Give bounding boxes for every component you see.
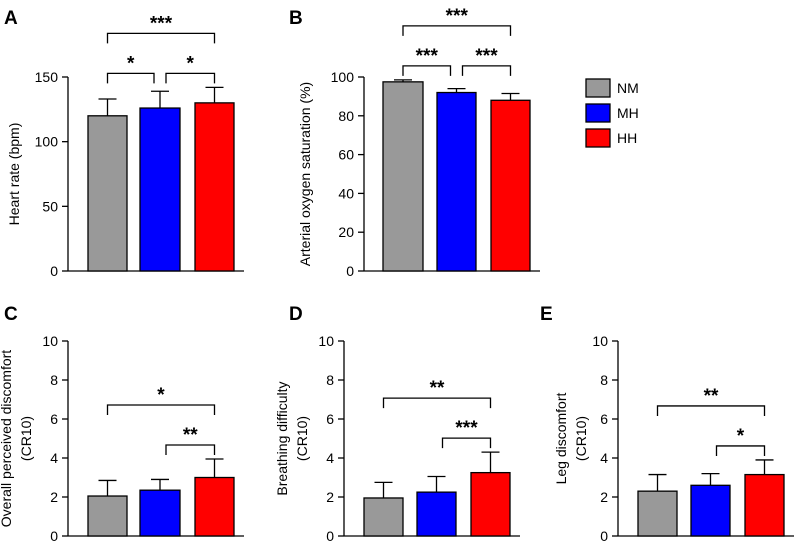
bar-hh: [194, 476, 235, 537]
y-axis-label: (CR10): [294, 416, 310, 461]
panel-letter: D: [289, 304, 303, 325]
significance-bracket: [715, 445, 766, 456]
significance-bracket: [402, 65, 452, 76]
legend-label-nm: NM: [617, 80, 639, 96]
significance-bracket: [106, 404, 216, 415]
bar-mh: [139, 489, 181, 537]
y-tick-label: 6: [600, 411, 608, 427]
y-axis-label: Leg discomfort: [553, 392, 569, 484]
bar-nm: [363, 497, 404, 537]
significance-bracket: [382, 397, 492, 409]
bar-hh: [194, 102, 235, 272]
y-tick-label: 10: [318, 333, 334, 349]
y-tick-label: 0: [50, 263, 58, 279]
significance-label: *: [157, 385, 165, 406]
bar-hh: [744, 473, 785, 537]
significance-label: ***: [416, 46, 439, 67]
significance-label: ***: [150, 13, 173, 34]
y-tick-label: 10: [592, 333, 608, 349]
y-axis-label: Breathing difficulty: [274, 381, 290, 495]
y-tick-label: 2: [50, 489, 58, 505]
bar-mh: [690, 484, 731, 537]
bar-nm: [637, 490, 678, 537]
y-tick-label: 4: [600, 450, 608, 466]
y-tick-label: 0: [346, 263, 354, 279]
y-tick-label: 4: [50, 450, 58, 466]
significance-label: **: [430, 378, 445, 399]
bar-nm: [382, 81, 424, 272]
y-axis-label: (CR10): [573, 416, 589, 461]
panel-letter: B: [289, 8, 303, 29]
bar-mh: [139, 107, 181, 272]
panel-letter: A: [4, 8, 18, 29]
legend-swatch-hh: [585, 128, 611, 148]
significance-label: **: [704, 386, 719, 407]
y-tick-label: 8: [50, 372, 58, 388]
bar-nm: [87, 115, 128, 272]
significance-label: *: [737, 426, 745, 447]
y-tick-label: 40: [338, 185, 354, 201]
bar-hh: [490, 99, 531, 272]
significance-label: ***: [446, 6, 469, 27]
y-tick-label: 0: [50, 528, 58, 542]
y-tick-label: 10: [42, 333, 58, 349]
y-axis-label: Heart rate (bpm): [6, 123, 22, 226]
bar-mh: [436, 91, 477, 272]
y-tick-label: 80: [338, 108, 354, 124]
y-tick-label: 2: [600, 489, 608, 505]
legend-swatch-nm: [585, 78, 611, 98]
legend-label-hh: HH: [617, 130, 637, 146]
significance-bracket: [165, 444, 216, 455]
bar-nm: [87, 495, 128, 537]
panel-B: B 0 20 40 60 80 100 Arterial oxygen saturation …: [289, 6, 540, 279]
significance-bracket: [441, 437, 492, 449]
y-tick-label: 8: [326, 372, 334, 388]
y-tick-label: 6: [326, 411, 334, 427]
significance-bracket: [106, 32, 216, 44]
panel-letter: E: [540, 304, 553, 325]
y-tick-label: 0: [600, 528, 608, 542]
significance-label: ***: [475, 46, 498, 67]
significance-label: **: [183, 425, 198, 446]
y-tick-label: 20: [338, 224, 354, 240]
significance-bracket: [461, 65, 512, 76]
y-axis-label: Overall perceived discomfort: [0, 350, 14, 528]
legend-swatch-mh: [585, 103, 611, 123]
y-tick-label: 150: [35, 69, 59, 85]
significance-bracket: [656, 405, 766, 416]
legend: NM MH HH: [585, 78, 639, 148]
y-tick-label: 0: [326, 528, 334, 542]
panel-letter: C: [4, 304, 18, 325]
y-tick-label: 2: [326, 489, 334, 505]
bar-mh: [416, 491, 457, 537]
panel-C: C 0 2 4 6 8 10 Overall perceived discomfort (CR1…: [0, 304, 244, 542]
significance-bracket: [165, 72, 216, 84]
legend-label-mh: MH: [617, 105, 639, 121]
y-tick-label: 60: [338, 147, 354, 163]
significance-bracket: [402, 25, 512, 36]
y-tick-label: 50: [42, 198, 58, 214]
y-axis-label: Arterial oxygen saturation (%): [297, 82, 313, 266]
y-tick-label: 4: [326, 450, 334, 466]
y-tick-label: 8: [600, 372, 608, 388]
significance-bracket: [106, 72, 155, 84]
significance-label: *: [127, 53, 135, 74]
significance-label: ***: [455, 418, 478, 439]
y-tick-label: 6: [50, 411, 58, 427]
y-tick-label: 100: [35, 134, 59, 150]
y-axis-label: (CR10): [18, 416, 34, 461]
significance-label: *: [187, 53, 195, 74]
bar-hh: [470, 471, 511, 537]
y-tick-label: 100: [331, 69, 355, 85]
